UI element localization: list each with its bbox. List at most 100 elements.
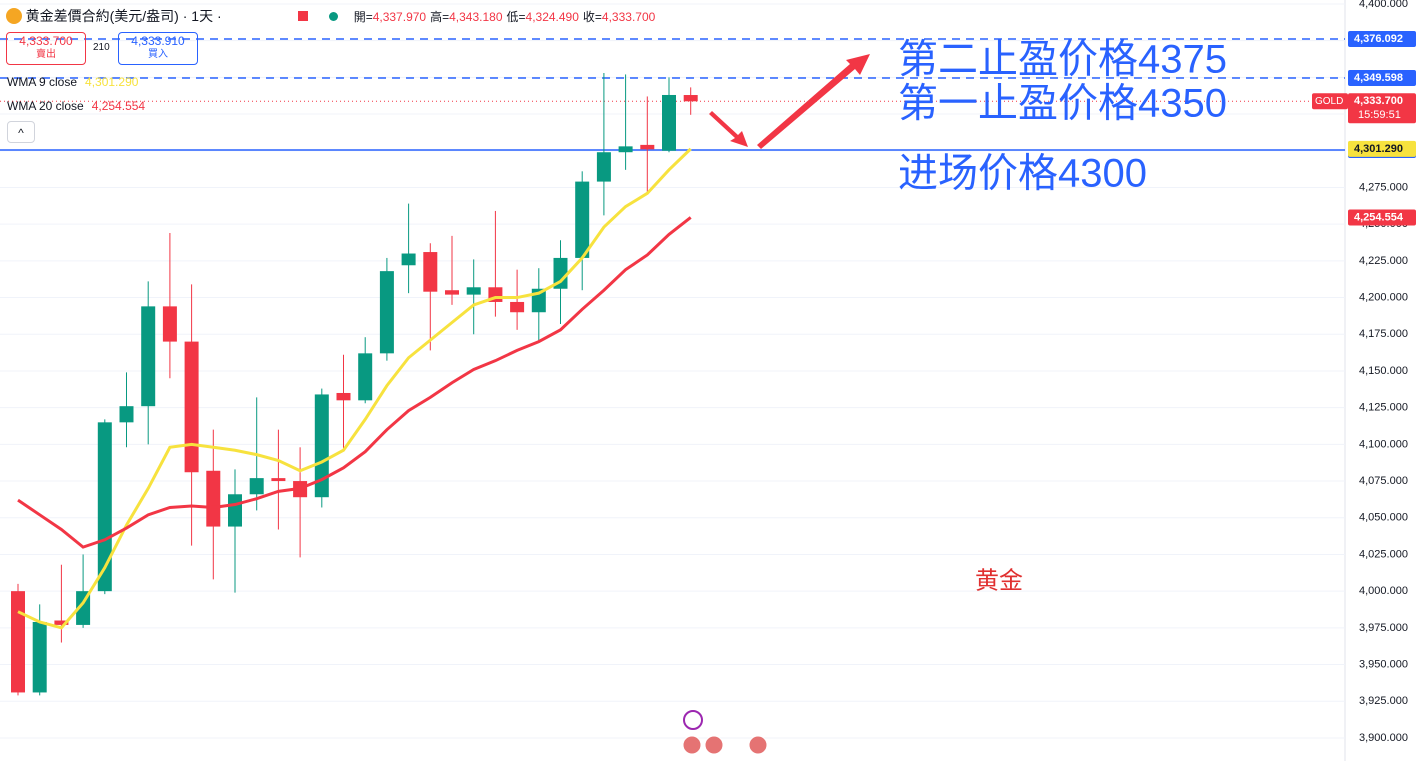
- ohlc-label: 開=: [353, 10, 373, 24]
- price-tag-label: 4,333.700: [1354, 95, 1403, 107]
- price-tag-label: 4,376.092: [1354, 33, 1403, 45]
- candle-body: [466, 287, 481, 295]
- status-dot: [329, 12, 339, 21]
- y-tick-label: 4,175.000: [1359, 328, 1408, 340]
- ohlc-value: 4,337.970: [372, 10, 427, 24]
- y-tick-label: 4,075.000: [1359, 475, 1408, 487]
- y-tick-label: 4,050.000: [1359, 512, 1408, 524]
- sell-price: 4,333.700: [19, 34, 73, 48]
- y-tick-label: 4,150.000: [1359, 365, 1408, 377]
- candle-body: [662, 94, 676, 151]
- candle-body: [162, 306, 177, 342]
- countdown: 15:59:51: [1358, 109, 1401, 121]
- y-tick-label: 3,900.000: [1359, 732, 1408, 744]
- y-tick-label: 4,275.000: [1359, 181, 1408, 193]
- candle-body: [228, 494, 242, 527]
- candle-body: [401, 253, 416, 266]
- ohlc-value: 4,324.490: [525, 10, 579, 24]
- candle-body: [184, 341, 199, 473]
- legend-value: 4,254.554: [91, 99, 146, 113]
- y-tick-label: 3,975.000: [1359, 622, 1408, 634]
- ohlc-value: 4,343.180: [449, 10, 503, 24]
- arrow-down: [709, 111, 748, 147]
- price-tags: 3,900.000 3,925.000 3,950.000 3,975.000 4,00…: [1312, 0, 1416, 744]
- price-axis-bg: [1345, 0, 1420, 761]
- candle-body: [11, 591, 25, 693]
- arrow-up: [757, 54, 870, 149]
- annotation: 第二止盈价格4375: [898, 38, 1227, 82]
- ma-line: [17, 216, 692, 549]
- watermark: 黄金: [975, 568, 1023, 595]
- legend-item: WMA 20 close 4,254.554: [7, 99, 145, 113]
- annotation: 进场价格4300: [898, 152, 1147, 196]
- y-tick-label: 4,125.000: [1359, 402, 1408, 414]
- price-tag: [1348, 209, 1416, 226]
- legend-name: WMA 20 close: [7, 99, 84, 113]
- ma-line: [17, 147, 692, 630]
- ohlc-label: 低=: [506, 10, 526, 24]
- candle-body: [379, 271, 394, 354]
- collapse-button[interactable]: ^: [7, 121, 35, 143]
- candle-body: [510, 301, 525, 313]
- ohlc-value: 4,333.700: [601, 10, 656, 24]
- price-tag: [1348, 140, 1416, 157]
- legend-name: WMA 9 close: [7, 75, 78, 89]
- event-icon[interactable]: [704, 735, 724, 755]
- sell-label: 賣出: [36, 49, 56, 60]
- event-icon[interactable]: [683, 710, 703, 730]
- symbol-tag: [1312, 93, 1348, 110]
- candle-body: [336, 392, 351, 401]
- ohlc-label: 收=: [582, 10, 602, 24]
- price-tag: [1348, 31, 1416, 48]
- price-tag: [1348, 69, 1416, 86]
- candle-body: [358, 353, 373, 401]
- sell-button[interactable]: 4,333.700 賣出: [6, 32, 86, 65]
- candle-body: [618, 146, 633, 153]
- y-tick-label: 4,225.000: [1359, 255, 1408, 267]
- annotation: 第一止盈价格4350: [898, 82, 1227, 126]
- candle-body: [206, 470, 221, 527]
- symbol-tag-label: GOLD: [1315, 96, 1343, 107]
- event-icons: [682, 710, 768, 755]
- y-tick-label: 4,100.000: [1359, 438, 1408, 450]
- header: 黄金差價合約(美元/盎司) · 1天 ·: [6, 6, 222, 26]
- y-tick-label: 3,925.000: [1359, 695, 1408, 707]
- symbol-title[interactable]: 黄金差價合約(美元/盎司) · 1天 ·: [25, 8, 222, 24]
- candle-body: [119, 406, 134, 423]
- price-tag: [1348, 93, 1416, 124]
- candle-body: [423, 252, 438, 292]
- legend-value: 4,301.290: [85, 75, 139, 89]
- flag-icon[interactable]: [298, 11, 308, 21]
- event-icon[interactable]: [748, 735, 768, 755]
- candle-body: [445, 290, 459, 295]
- arrows: [709, 54, 870, 149]
- ma-lines: [17, 147, 692, 630]
- candle-body: [596, 152, 611, 182]
- buy-button[interactable]: 4,333.910 買入: [118, 32, 198, 65]
- event-icon[interactable]: [682, 735, 702, 755]
- candles: [11, 72, 698, 696]
- spread: 210: [93, 42, 110, 53]
- y-tick-label: 4,025.000: [1359, 548, 1408, 560]
- y-tick-label: 4,200.000: [1359, 291, 1408, 303]
- symbol-logo: [6, 8, 22, 24]
- candle-body: [32, 621, 47, 693]
- buy-label: 買入: [148, 49, 168, 60]
- candle-body: [640, 144, 655, 150]
- ohlc-values: 開=4,337.970 高=4,343.180 低=4,324.490 收=4,333…: [354, 10, 660, 24]
- y-tick-label: 4,400.000: [1359, 0, 1408, 10]
- y-tick-label: 3,950.000: [1359, 658, 1408, 670]
- price-tag-label: 4,254.554: [1354, 211, 1404, 223]
- price-tag-label: 4,301.290: [1354, 143, 1403, 155]
- candle-body: [249, 478, 264, 495]
- y-tick-label: 4,000.000: [1359, 585, 1408, 597]
- candle-body: [575, 181, 590, 258]
- buy-price: 4,333.910: [131, 34, 185, 48]
- ohlc: 開=4,337.970 高=4,343.180 低=4,324.490 收=4,333…: [298, 8, 659, 25]
- candle-body: [553, 257, 568, 289]
- candle-body: [97, 422, 112, 592]
- candle-body: [141, 306, 156, 407]
- candle-body: [314, 394, 329, 498]
